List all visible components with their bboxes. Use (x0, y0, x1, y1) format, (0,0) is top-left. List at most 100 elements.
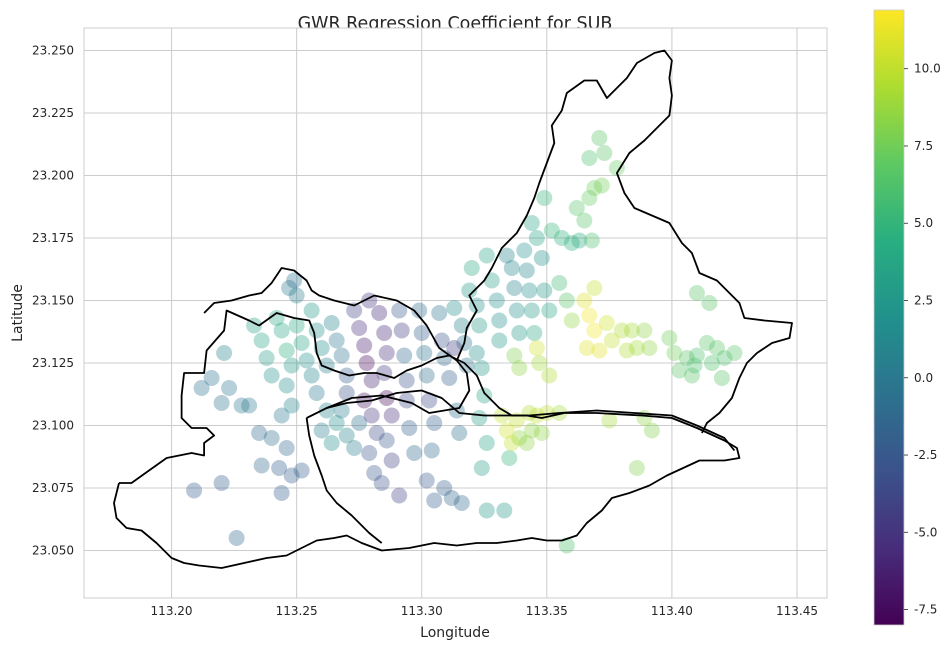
scatter-point (288, 317, 305, 334)
scatter-point (528, 230, 545, 246)
scatter-point (446, 340, 463, 356)
scatter-point (221, 380, 238, 396)
scatter-point (678, 350, 695, 366)
scatter-point (643, 422, 660, 439)
scatter-point (586, 280, 603, 296)
scatter-point (506, 347, 523, 364)
scatter-point (523, 302, 540, 319)
scatter-point (383, 452, 400, 469)
y-tick-label: 23.150 (32, 294, 74, 308)
scatter-point (478, 502, 495, 519)
scatter-point (253, 457, 270, 474)
scatter-point (338, 427, 355, 444)
scatter-point (511, 430, 528, 446)
scatter-point (186, 482, 203, 499)
scatter-point (666, 345, 683, 361)
scatter-point (581, 150, 598, 166)
scatter-point (363, 407, 380, 424)
scatter-point (576, 212, 593, 229)
scatter-point (531, 355, 548, 371)
colorbar-tick-label: -5.0 (914, 525, 937, 539)
scatter-point (241, 397, 258, 414)
colorbar-tick-label: 0.0 (914, 371, 933, 385)
scatter-point (628, 340, 645, 356)
scatter-point (418, 367, 435, 384)
scatter-point (393, 322, 410, 339)
scatter-point (628, 460, 645, 476)
y-tick-label: 23.175 (32, 231, 74, 245)
scatter-point (313, 422, 330, 439)
scatter-point (303, 367, 320, 384)
scatter-point (496, 502, 513, 519)
scatter-point (518, 435, 535, 451)
scatter-point (216, 345, 233, 361)
scatter-point (501, 450, 518, 466)
scatter-point (436, 480, 453, 496)
scatter-point (323, 435, 340, 451)
scatter-point (473, 460, 490, 476)
scatter-point (363, 372, 380, 389)
scatter-point (698, 335, 715, 351)
scatter-point (273, 322, 290, 339)
scatter-point (281, 280, 298, 296)
scatter-point (431, 305, 448, 321)
scatter-point (463, 260, 480, 276)
scatter-point (271, 460, 288, 476)
scatter-point (361, 445, 378, 461)
scatter-point (541, 367, 558, 384)
scatter-point (661, 330, 678, 346)
district-boundary (203, 267, 458, 362)
scatter-point (376, 325, 393, 341)
scatter-point (423, 442, 440, 459)
y-tick-label: 23.075 (32, 481, 74, 495)
scatter-point (586, 322, 603, 339)
scatter-point (413, 325, 430, 341)
scatter-point (451, 425, 468, 441)
scatter-point (483, 272, 500, 289)
scatter-point (488, 292, 505, 309)
scatter-point (263, 430, 280, 446)
scatter-point (708, 340, 725, 356)
y-tick-label: 23.250 (32, 44, 74, 58)
scatter-point (253, 332, 270, 349)
scatter-point (468, 345, 485, 361)
scatter-point (378, 432, 395, 449)
y-tick-label: 23.225 (32, 106, 74, 120)
scatter-point (686, 357, 703, 374)
scatter-point (373, 475, 390, 491)
scatter-point (441, 370, 458, 386)
scatter-point (683, 367, 700, 384)
scatter-point (278, 440, 295, 456)
scatter-point (518, 262, 535, 279)
scatter-point (328, 415, 345, 431)
scatter-point (671, 362, 688, 379)
scatter-point (371, 305, 388, 321)
scatter-point (351, 415, 368, 431)
grid-lines (84, 28, 827, 598)
scatter-point (491, 332, 508, 349)
scatter-point (716, 350, 733, 366)
scatter-point (303, 302, 320, 319)
scatter-point (521, 282, 538, 299)
scatter-point (598, 315, 615, 331)
scatter-point (283, 357, 300, 374)
x-tick-label: 113.30 (401, 604, 443, 618)
scatter-point (476, 387, 493, 404)
scatter-point (278, 377, 295, 394)
scatter-point (511, 360, 528, 376)
scatter-point (193, 380, 210, 396)
scatter-point (473, 360, 490, 376)
colorbar-tick-label: -7.5 (914, 603, 937, 617)
y-tick-label: 23.200 (32, 169, 74, 183)
scatter-point (511, 325, 528, 341)
scatter-point (526, 325, 543, 341)
scatter-point (228, 530, 245, 546)
scatter-point (523, 422, 540, 439)
scatter-point (328, 332, 345, 349)
scatter-point (396, 347, 413, 364)
scatter-point (391, 302, 408, 319)
scatter-point (398, 372, 415, 389)
scatter-point (491, 312, 508, 329)
scatter-point (558, 292, 575, 309)
